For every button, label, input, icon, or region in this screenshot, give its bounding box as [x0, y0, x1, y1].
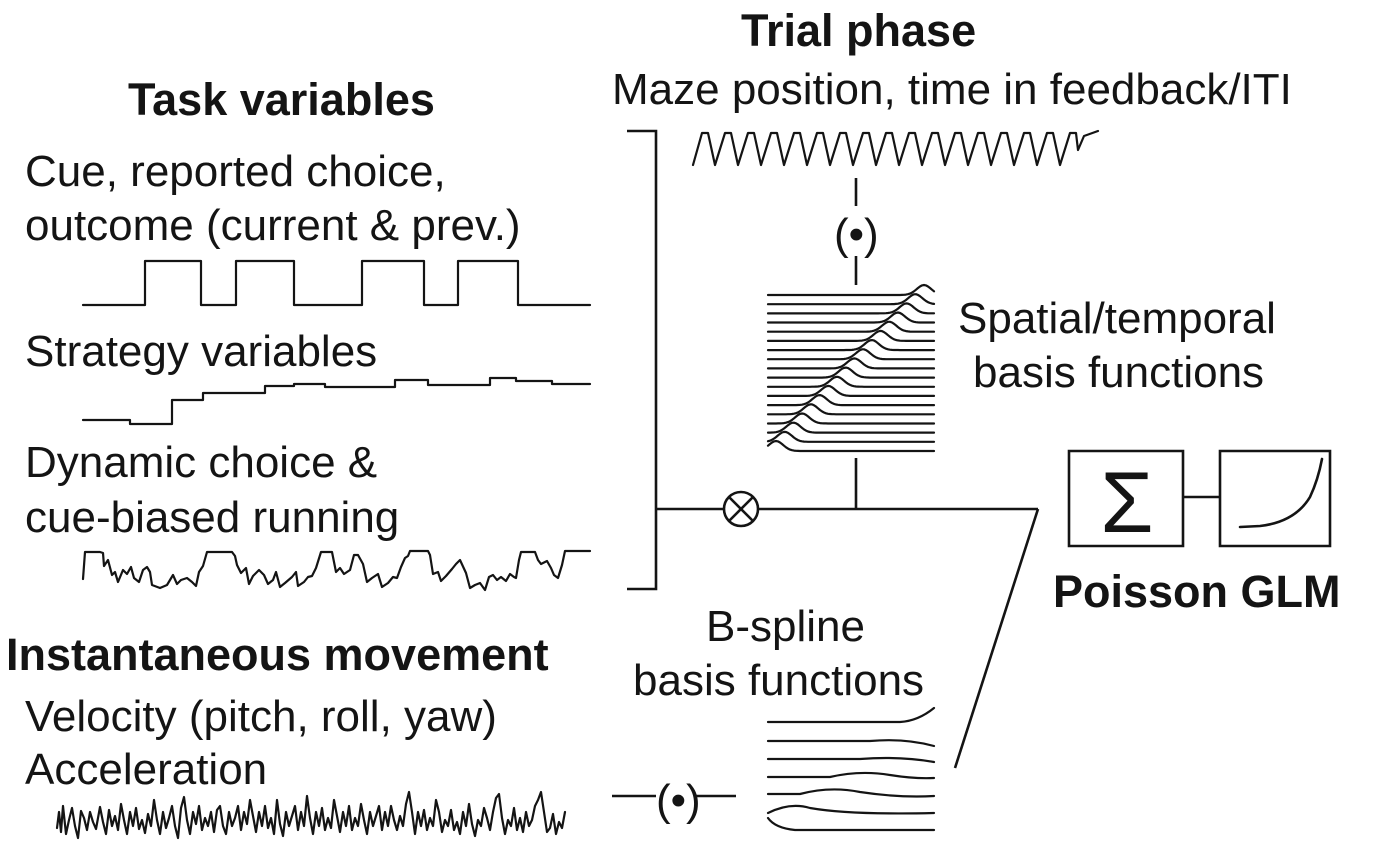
spatial-basis-functions — [768, 285, 934, 451]
cue-label-line2: outcome (current & prev.) — [25, 201, 521, 250]
sum-box — [1069, 451, 1183, 546]
bspline-basis-curve — [768, 758, 934, 762]
spatial-basis-curve — [768, 294, 934, 304]
acceleration-label: Acceleration — [25, 745, 268, 794]
cue-label-line1: Cue, reported choice, — [25, 147, 446, 196]
velocity-label: Velocity (pitch, roll, yaw) — [25, 692, 497, 741]
spatial-basis-curve — [768, 349, 934, 359]
velocity-noise-trace — [57, 792, 565, 838]
dynamic-label-line1: Dynamic choice & — [25, 438, 378, 487]
bspline-basis-curve — [768, 740, 934, 746]
spatial-basis-curve — [768, 395, 934, 405]
bspline-basis-curve — [768, 773, 934, 778]
spatial-basis-label-line1: Spatial/temporal — [958, 294, 1276, 343]
dot-operator-bottom: (•) — [656, 776, 701, 825]
spatial-basis-curve — [768, 404, 934, 414]
spatial-basis-curve — [768, 423, 934, 433]
instantaneous-movement-heading: Instantaneous movement — [6, 629, 549, 680]
spatial-basis-label-line2: basis functions — [973, 348, 1265, 397]
bspline-label-line2: basis functions — [633, 656, 925, 705]
spatial-basis-curve — [768, 441, 934, 451]
bspline-label-line1: B-spline — [706, 602, 865, 651]
task-variables-bracket — [627, 131, 656, 589]
bspline-basis-curve — [768, 806, 934, 814]
dynamic-running-trace — [83, 551, 590, 590]
dot-operator-top: (•) — [834, 210, 879, 259]
bspline-basis-curve — [768, 708, 934, 722]
spatial-basis-curve — [768, 432, 934, 442]
spatial-basis-curve — [768, 368, 934, 378]
spatial-basis-curve — [768, 358, 934, 368]
cue-square-wave — [83, 261, 590, 305]
spatial-basis-curve — [768, 303, 934, 313]
bspline-basis-curve — [768, 789, 934, 796]
bspline-basis-functions — [768, 708, 934, 830]
task-variables-heading: Task variables — [128, 74, 435, 125]
spatial-basis-curve — [768, 331, 934, 341]
spatial-basis-curve — [768, 285, 934, 295]
trial-phase-sawtooth — [693, 131, 1098, 165]
trial-phase-subtitle: Maze position, time in feedback/ITI — [612, 65, 1292, 114]
spatial-basis-curve — [768, 386, 934, 396]
spatial-basis-curve — [768, 414, 934, 424]
nonlinearity-box — [1220, 451, 1330, 546]
bspline-to-glm-connector — [955, 509, 1038, 768]
bspline-basis-curve — [768, 818, 934, 830]
sum-symbol: Σ — [1100, 455, 1153, 551]
multiply-operator-cross-b — [729, 497, 753, 521]
spatial-basis-curve — [768, 340, 934, 350]
strategy-label: Strategy variables — [25, 327, 378, 376]
spatial-basis-curve — [768, 322, 934, 332]
spatial-basis-curve — [768, 313, 934, 323]
dynamic-label-line2: cue-biased running — [25, 493, 400, 542]
spatial-basis-curve — [768, 377, 934, 387]
trial-phase-heading: Trial phase — [741, 5, 977, 56]
strategy-staircase — [83, 378, 590, 424]
multiply-operator-circle — [724, 492, 758, 526]
exponential-curve — [1240, 459, 1322, 527]
poisson-glm-label: Poisson GLM — [1053, 566, 1341, 617]
